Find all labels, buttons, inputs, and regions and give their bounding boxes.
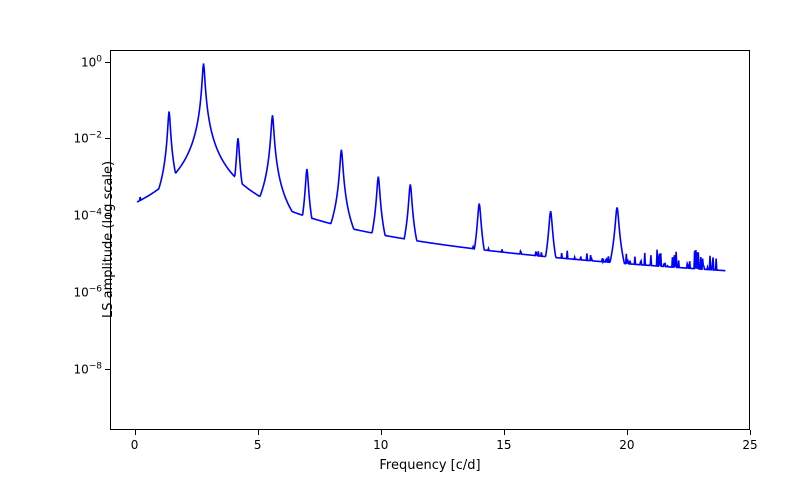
x-tick-label: 5 bbox=[254, 438, 262, 452]
periodogram-svg bbox=[0, 0, 800, 500]
x-tick-label: 0 bbox=[131, 438, 139, 452]
x-tick-label: 10 bbox=[373, 438, 388, 452]
x-tick-mark bbox=[750, 430, 751, 435]
x-axis-label: Frequency [c/d] bbox=[370, 458, 490, 473]
y-tick-label: 100 bbox=[81, 54, 102, 69]
y-tick-mark bbox=[105, 138, 110, 139]
x-tick-mark bbox=[258, 430, 259, 435]
y-tick-mark bbox=[105, 292, 110, 293]
x-tick-mark bbox=[627, 430, 628, 435]
x-tick-mark bbox=[135, 430, 136, 435]
y-tick-label: 10−2 bbox=[73, 131, 102, 146]
figure: LS amplitude (log scale) Frequency [c/d]… bbox=[0, 0, 800, 500]
y-tick-label: 10−8 bbox=[73, 361, 102, 376]
x-tick-mark bbox=[504, 430, 505, 435]
y-tick-mark bbox=[105, 62, 110, 63]
y-tick-label: 10−6 bbox=[73, 284, 102, 299]
y-tick-mark bbox=[105, 215, 110, 216]
x-tick-mark bbox=[381, 430, 382, 435]
x-tick-label: 20 bbox=[619, 438, 634, 452]
y-tick-label: 10−4 bbox=[73, 208, 102, 223]
y-tick-mark bbox=[105, 369, 110, 370]
x-tick-label: 25 bbox=[742, 438, 757, 452]
x-tick-label: 15 bbox=[496, 438, 511, 452]
y-axis-label: LS amplitude (log scale) bbox=[101, 161, 116, 318]
periodogram-line bbox=[137, 63, 725, 270]
